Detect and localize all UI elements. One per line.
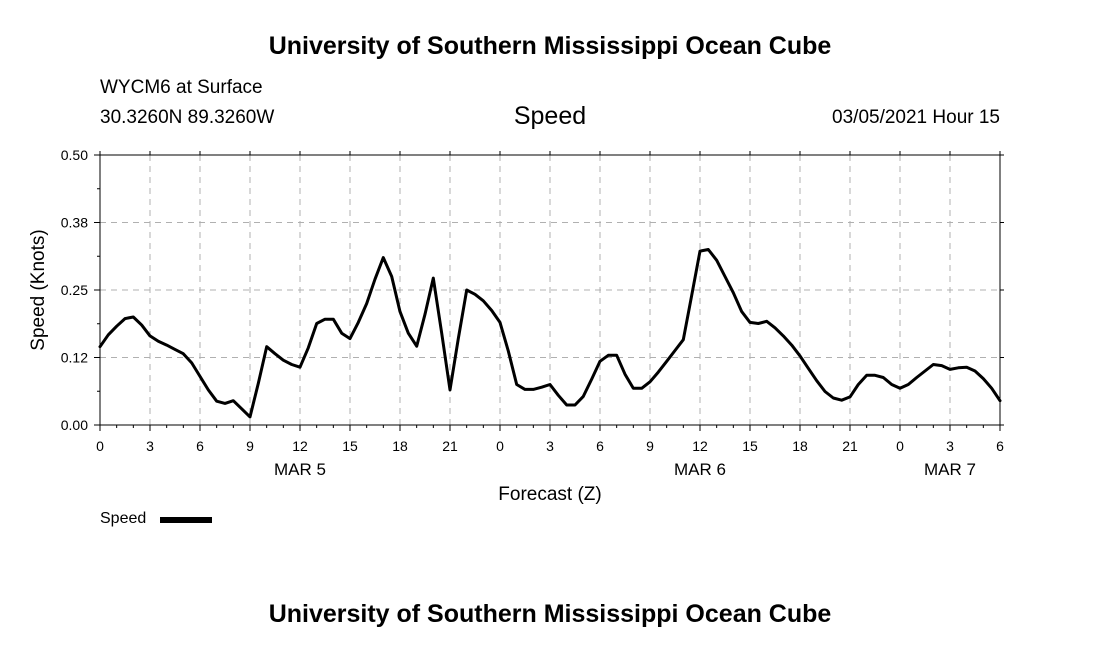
x-tick-label: 3 (146, 438, 154, 454)
y-tick-label: 0.12 (61, 350, 88, 366)
x-tick-label: 3 (546, 438, 554, 454)
x-tick-label: 6 (196, 438, 204, 454)
x-tick-label: 21 (842, 438, 858, 454)
x-tick-label: 9 (646, 438, 654, 454)
x-tick-label: 9 (246, 438, 254, 454)
x-tick-label: 15 (342, 438, 358, 454)
x-tick-label: 6 (596, 438, 604, 454)
y-tick-label: 0.00 (61, 417, 88, 433)
legend-line-swatch (160, 517, 212, 523)
x-tick-label: 0 (496, 438, 504, 454)
x-tick-label: 12 (692, 438, 708, 454)
y-tick-label: 0.38 (61, 215, 88, 231)
x-tick-label: 0 (896, 438, 904, 454)
coordinates-label: 30.3260N 89.3260W (100, 107, 275, 128)
x-tick-label: 3 (946, 438, 954, 454)
title-top: University of Southern Mississippi Ocean… (268, 32, 832, 60)
x-axis-label: Forecast (Z) (498, 484, 601, 505)
x-tick-label: 0 (96, 438, 104, 454)
x-tick-label: 18 (792, 438, 808, 454)
x-tick-label: 12 (292, 438, 308, 454)
x-tick-label: 18 (392, 438, 408, 454)
y-tick-label: 0.50 (61, 147, 88, 163)
y-axis-label: Speed (Knots) (28, 229, 49, 350)
x-tick-label: 21 (442, 438, 458, 454)
day-label: MAR 5 (274, 460, 326, 479)
day-label: MAR 7 (924, 460, 976, 479)
variable-label: Speed (513, 102, 587, 130)
x-tick-label: 6 (996, 438, 1004, 454)
x-tick-label: 15 (742, 438, 758, 454)
title-bottom: University of Southern Mississippi Ocean… (268, 600, 832, 628)
legend-label: Speed (100, 510, 147, 527)
y-tick-label: 0.25 (61, 282, 88, 298)
datetime-label: 03/05/2021 Hour 15 (832, 107, 1000, 128)
day-label: MAR 6 (674, 460, 726, 479)
station-label: WYCM6 at Surface (100, 77, 263, 98)
speed-series-line (98, 248, 1002, 419)
